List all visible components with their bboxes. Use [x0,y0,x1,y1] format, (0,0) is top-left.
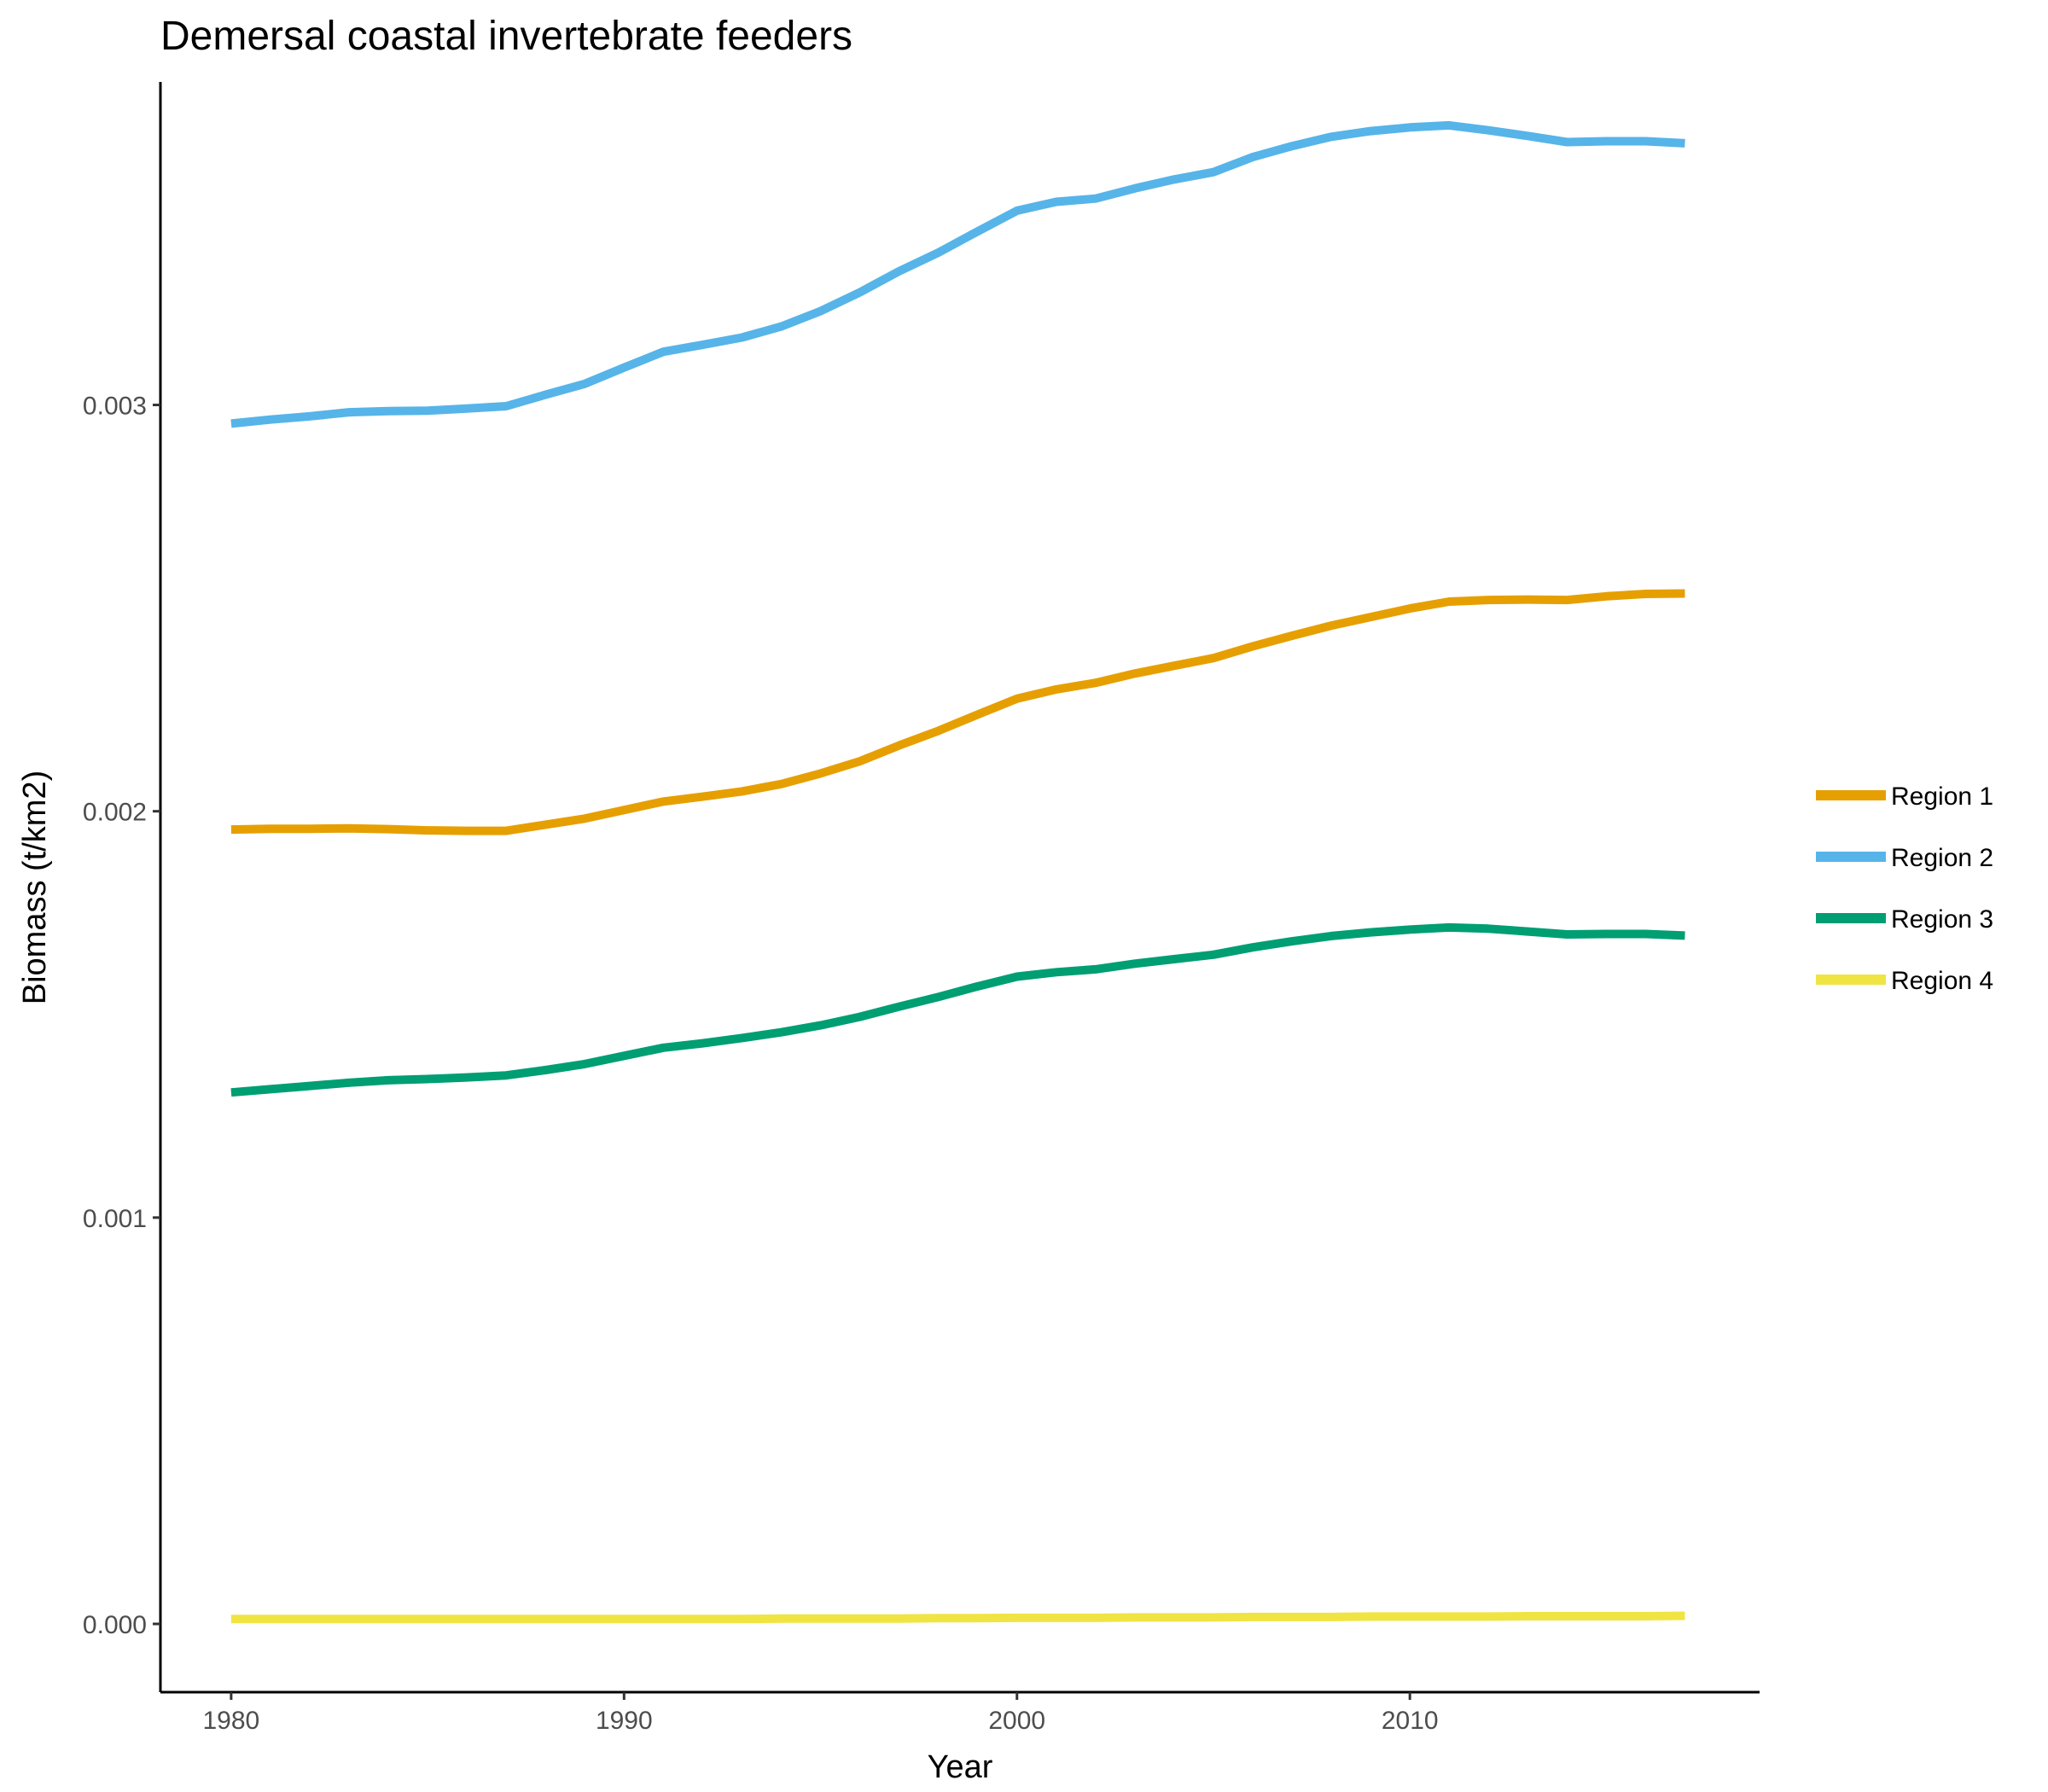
series-line-1 [230,589,1685,835]
legend-label: Region 2 [1891,844,1993,872]
chart-title: Demersal coastal invertebrate feeders [160,14,852,59]
x-tick-label: 2010 [1382,1707,1439,1735]
y-tick-label: 0.003 [83,393,147,421]
legend-label: Region 1 [1891,783,1993,811]
series-layer [230,120,1685,1624]
y-axis-title: Biomass (t/km2) [17,771,53,1004]
legend-label: Region 4 [1891,967,1993,995]
legend-label: Region 3 [1891,905,1993,934]
series-line-4 [230,1611,1685,1624]
series-line-2 [230,120,1685,428]
x-tick-label: 2000 [988,1707,1045,1735]
y-tick-label: 0.002 [83,799,147,827]
series-line-3 [230,922,1685,1097]
y-tick-label: 0.000 [83,1611,147,1639]
x-tick-label: 1990 [596,1707,653,1735]
x-axis-ticks: 1980 1990 2000 2010 [203,1692,1439,1735]
x-axis-title: Year [928,1749,993,1785]
y-axis-ticks: 0.000 0.001 0.002 0.003 [83,393,160,1639]
y-tick-label: 0.001 [83,1205,147,1233]
legend: Region 1 Region 2 Region 3 Region 4 [1816,783,1993,995]
x-tick-label: 1980 [203,1707,260,1735]
